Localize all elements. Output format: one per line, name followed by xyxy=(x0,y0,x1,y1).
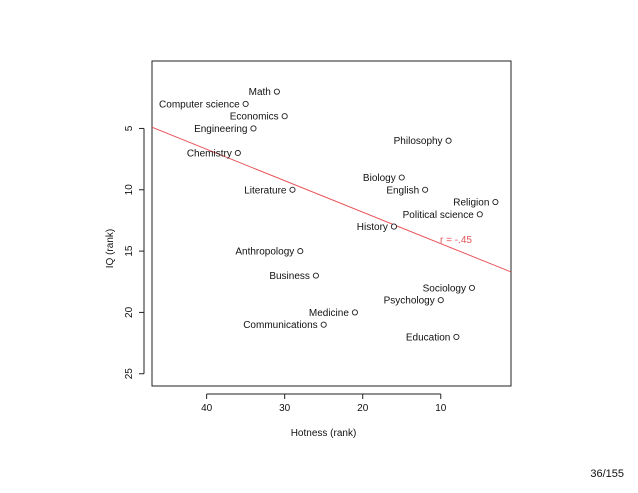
data-point xyxy=(273,88,280,95)
data-point xyxy=(250,125,257,132)
data-point xyxy=(476,211,483,218)
y-tick-label: 15 xyxy=(124,245,135,257)
point-label: Medicine xyxy=(309,308,349,319)
data-point xyxy=(445,137,452,144)
data-point xyxy=(234,149,241,157)
point-label: Chemistry xyxy=(187,148,232,159)
point-label: Economics xyxy=(230,112,279,123)
y-tick-label: 10 xyxy=(124,184,135,196)
point-label: Computer science xyxy=(159,99,240,110)
point-label: Business xyxy=(269,271,310,282)
regression-line xyxy=(152,126,511,273)
x-tick-label: 20 xyxy=(357,403,369,414)
point-label: Education xyxy=(406,332,450,343)
y-tick-label: 20 xyxy=(124,306,135,318)
data-point xyxy=(437,297,444,304)
data-point xyxy=(281,113,288,120)
plot-area: 40 30 20 10 5 10 15 20 25 Hotness (rank) IQ (rank)… xyxy=(105,60,512,439)
data-point xyxy=(312,272,319,279)
data-point xyxy=(422,186,429,193)
point-label: English xyxy=(386,185,419,196)
data-point xyxy=(453,333,460,340)
point-label: Math xyxy=(249,87,271,98)
page-number: 36/155 xyxy=(590,468,624,480)
data-point xyxy=(351,309,358,316)
x-tick-label: 10 xyxy=(435,403,447,414)
data-point xyxy=(242,100,249,107)
plot-frame xyxy=(151,60,512,387)
point-label: Anthropology xyxy=(235,247,294,258)
point-label: Political science xyxy=(403,210,475,221)
y-tick-label: 25 xyxy=(124,368,135,380)
data-point xyxy=(468,284,476,291)
y-axis-title: IQ (rank) xyxy=(105,229,116,268)
x-tick-label: 30 xyxy=(279,403,291,414)
point-label: Communications xyxy=(243,320,317,331)
data-point xyxy=(289,186,296,193)
correlation-annotation: r = -.45 xyxy=(440,235,472,246)
point-label: Engineering xyxy=(194,124,247,135)
data-point xyxy=(320,321,327,328)
data-point xyxy=(297,248,304,255)
point-label: Psychology xyxy=(384,296,435,307)
data-point xyxy=(390,223,397,230)
point-label: Religion xyxy=(453,198,489,209)
point-label: Philosophy xyxy=(394,136,443,147)
data-point xyxy=(398,174,405,181)
x-tick-label: 40 xyxy=(201,403,213,414)
point-label: Biology xyxy=(363,173,396,184)
data-point xyxy=(492,198,499,206)
point-label: Sociology xyxy=(423,283,466,294)
x-axis-title: Hotness (rank) xyxy=(291,428,357,439)
point-label: Literature xyxy=(244,185,287,196)
point-label: History xyxy=(357,222,388,233)
y-tick-label: 5 xyxy=(124,125,135,131)
